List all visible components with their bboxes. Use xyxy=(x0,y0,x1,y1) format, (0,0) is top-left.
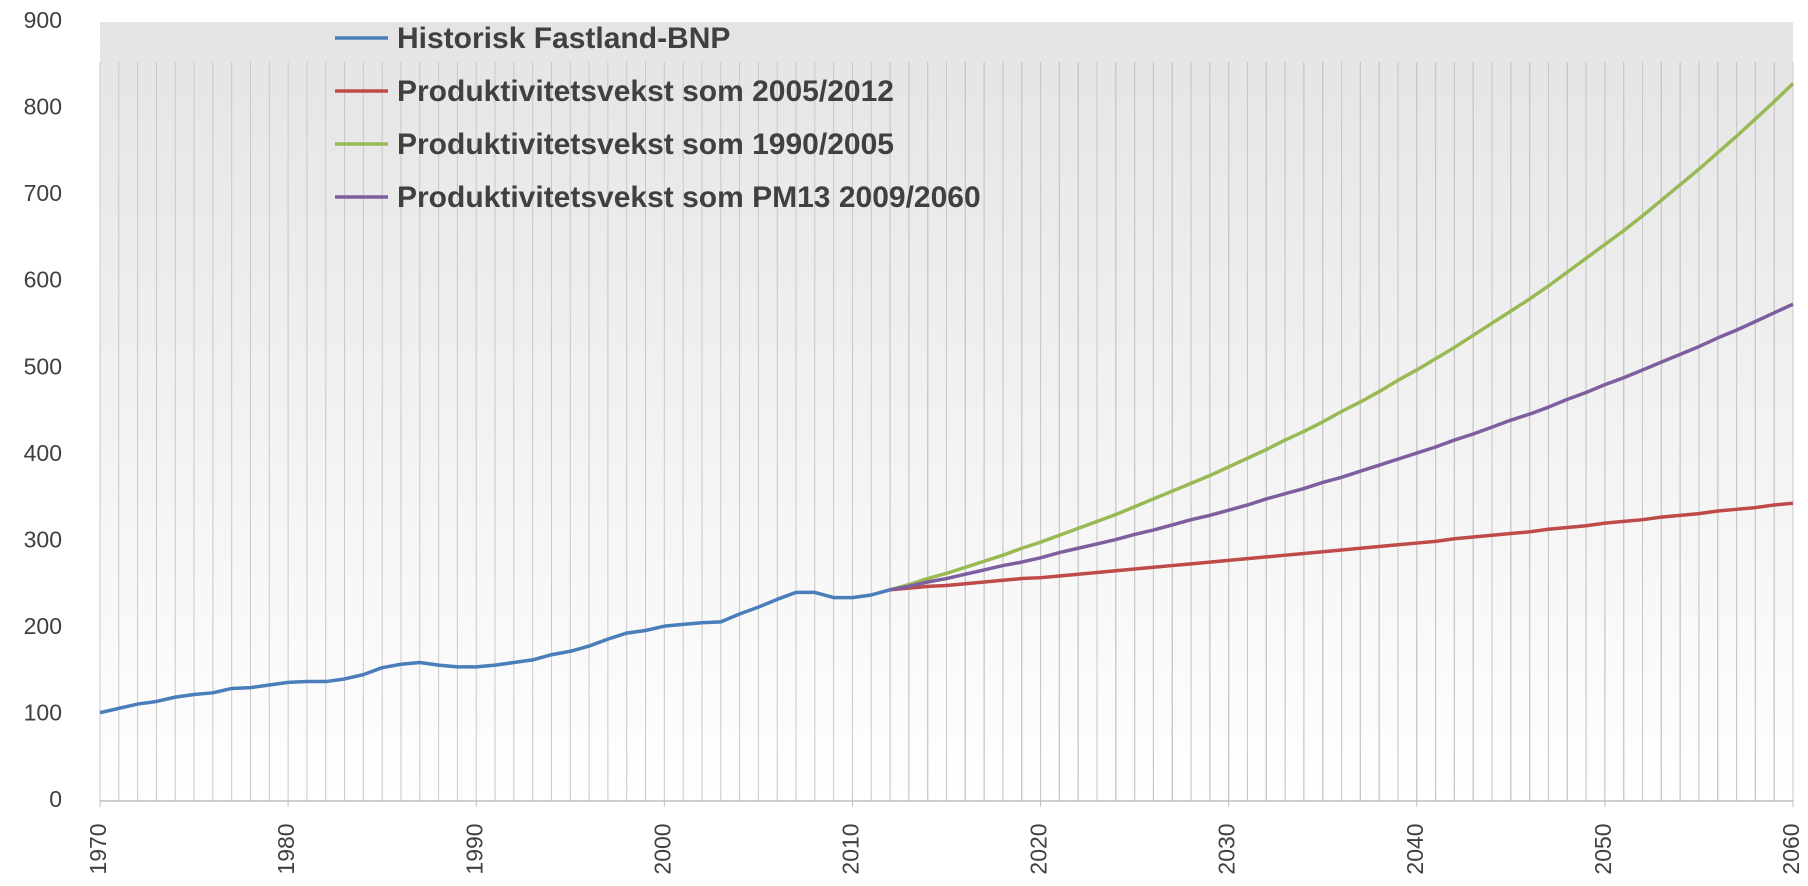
y-tick-label: 300 xyxy=(24,526,62,552)
legend-label: Historisk Fastland-BNP xyxy=(397,22,730,55)
x-tick-label: 1970 xyxy=(85,823,111,874)
legend-label: Produktivitetsvekst som 1990/2005 xyxy=(397,128,894,161)
series-line xyxy=(99,588,891,715)
y-tick-label: 100 xyxy=(24,700,62,726)
x-tick-label: 2000 xyxy=(649,823,675,874)
x-tick-label: 1990 xyxy=(461,823,487,874)
legend-label: Produktivitetsvekst som PM13 2009/2060 xyxy=(397,181,981,214)
x-tick-label: 2060 xyxy=(1778,823,1804,874)
series-line xyxy=(889,501,1794,592)
y-tick-label: 0 xyxy=(49,786,62,812)
y-tick-label: 900 xyxy=(24,7,62,33)
x-tick-label: 1980 xyxy=(273,823,299,874)
series-line xyxy=(889,302,1794,592)
y-tick-label: 500 xyxy=(24,353,62,379)
y-tick-label: 600 xyxy=(24,267,62,293)
legend-label: Produktivitetsvekst som 2005/2012 xyxy=(397,75,894,108)
x-tick-label: 2010 xyxy=(838,823,864,874)
y-tick-label: 200 xyxy=(24,613,62,639)
x-tick-label: 2050 xyxy=(1590,823,1616,874)
x-tick-label: 2040 xyxy=(1402,823,1428,874)
y-tick-label: 400 xyxy=(24,440,62,466)
y-tick-label: 800 xyxy=(24,94,62,120)
series-line xyxy=(889,82,1795,592)
x-tick-label: 2030 xyxy=(1214,823,1240,874)
x-tick-label: 2020 xyxy=(1026,823,1052,874)
y-tick-label: 700 xyxy=(24,180,62,206)
